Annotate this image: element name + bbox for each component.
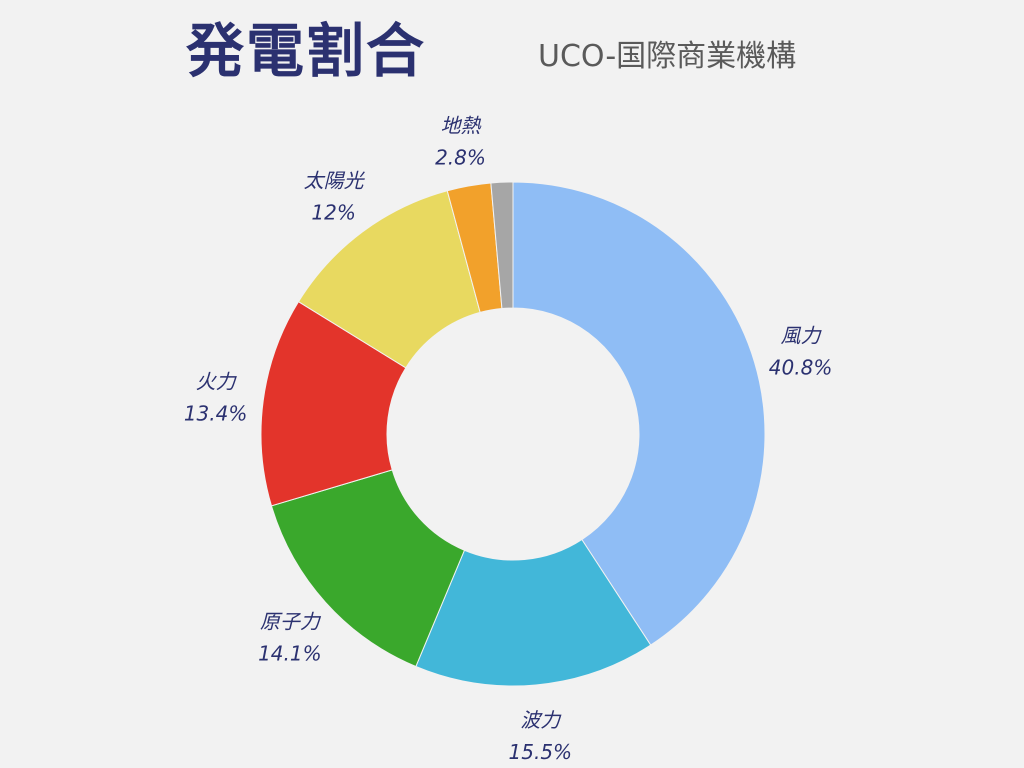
slice-value-波力: 15.5% [509,740,573,764]
slice-label-波力: 波力 [520,708,562,732]
slice-value-風力: 40.8% [769,355,833,379]
slice-label-風力: 風力 [781,323,823,347]
slice-value-火力: 13.4% [184,402,248,426]
slice-火力 [260,300,407,507]
slice-label-地熱: 地熱 [440,114,481,138]
slice-other [490,181,514,310]
slice-波力 [415,538,652,687]
slice-value-原子力: 14.1% [258,642,322,666]
slice-label-火力: 火力 [196,370,238,394]
slice-label-太陽光: 太陽光 [304,169,366,193]
slice-原子力 [270,469,466,668]
slice-風力 [512,181,766,646]
slice-label-原子力: 原子力 [260,610,322,634]
slices-group [260,181,766,687]
chart-title: 発電割合 [186,17,427,85]
slice-value-地熱: 2.8% [435,146,486,170]
slice-value-太陽光: 12% [311,201,355,225]
chart-subtitle: UCO-国際商業機構 [538,39,797,74]
labels-group: 風力 40.8% 波力 15.5% 原子力 14.1% 火力 13.4% 太陽光 12% 地熱 2.8… [184,114,832,764]
